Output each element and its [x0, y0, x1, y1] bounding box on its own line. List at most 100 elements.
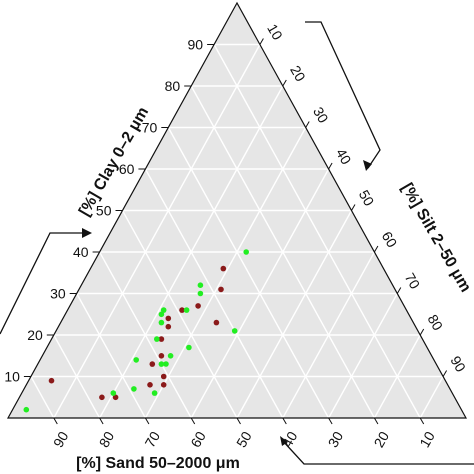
data-point-series-1: [160, 373, 167, 380]
data-point-series-1: [158, 336, 165, 342]
silt-arrow-head: [363, 160, 372, 171]
data-point-series-2: [163, 361, 169, 367]
grid-line-sand: [53, 334, 101, 419]
grid-line-silt: [327, 293, 398, 419]
silt-tick-mark: [305, 121, 310, 128]
data-point-series-1: [165, 323, 172, 330]
sand-tick-label: 30: [325, 428, 347, 450]
sand-tick-label: 80: [96, 428, 118, 450]
grid-line-silt: [144, 127, 307, 419]
data-point-series-1: [218, 286, 224, 293]
data-point-series-2: [243, 249, 249, 255]
silt-tick-mark: [442, 370, 448, 377]
data-point-series-2: [183, 307, 190, 313]
sand-direction-arrow: [281, 439, 474, 465]
sand-tick-label: 60: [187, 428, 209, 450]
sand-tick-mark: [236, 417, 241, 425]
data-point-series-2: [133, 357, 139, 363]
silt-tick-mark: [373, 245, 379, 253]
data-point-series-1: [160, 382, 167, 388]
data-point-series-1: [158, 353, 165, 359]
data-point-series-2: [158, 311, 165, 318]
data-point-series-1: [220, 265, 227, 272]
grid-line-sand: [121, 210, 238, 419]
data-point-series-2: [160, 307, 167, 313]
clay-arrow-head: [82, 228, 92, 238]
silt-tick-label: 80: [425, 312, 447, 334]
clay-axis-ticks: 10 20 30 40 50 60 70 80 90: [4, 37, 215, 385]
sand-axis-title: [%] Sand 50–2000 μm: [76, 455, 240, 472]
clay-tick-label: 70: [142, 120, 158, 136]
silt-tick-label: 50: [356, 187, 378, 209]
clay-tick-label: 20: [27, 327, 43, 343]
clay-tick-label: 90: [188, 37, 204, 53]
grid-line-sand: [213, 44, 421, 419]
silt-tick-mark: [351, 204, 356, 211]
data-point-series-2: [23, 406, 30, 413]
silt-direction-arrow: [305, 21, 381, 169]
grid-line-sand: [30, 376, 55, 419]
sand-arrow-head: [280, 436, 288, 446]
silt-tick-mark: [259, 38, 264, 45]
silt-tick-label: 60: [379, 229, 401, 251]
data-point-series-2: [186, 344, 192, 351]
data-point-series-2: [231, 328, 238, 334]
data-point-series-1: [165, 315, 172, 322]
grid-line-sand: [167, 127, 330, 419]
sand-tick-mark: [328, 417, 333, 425]
grid-line-silt: [419, 376, 444, 419]
grid-line-silt: [53, 44, 261, 419]
data-point-series-2: [197, 282, 204, 289]
data-point-series-2: [110, 390, 117, 396]
data-point-series-1: [112, 394, 119, 401]
clay-direction-arrow: [0, 232, 90, 335]
grid-line-silt: [282, 251, 376, 419]
sand-tick-label: 70: [141, 428, 163, 450]
silt-tick-label: 20: [287, 63, 309, 85]
sand-axis-ticks: 90 80 70 60 50 40 30 20 10: [50, 417, 438, 450]
silt-tick-label: 70: [402, 270, 424, 292]
sand-tick-label: 90: [50, 428, 72, 450]
silt-tick-mark: [419, 328, 425, 336]
grid-line-silt: [373, 334, 421, 419]
silt-tick-mark: [396, 287, 402, 294]
clay-tick-label: 50: [96, 203, 112, 219]
sand-tick-mark: [419, 417, 425, 425]
clay-tick-label: 10: [4, 369, 20, 385]
gridlines: [30, 43, 444, 419]
silt-tick-label: 30: [310, 104, 332, 126]
data-point-series-1: [147, 382, 153, 388]
data-point-series-2: [151, 390, 158, 396]
data-point-series-2: [158, 319, 165, 326]
silt-tick-label: 10: [264, 21, 286, 43]
data-point-series-2: [167, 353, 174, 359]
sand-tick-label: 40: [279, 428, 301, 450]
data-point-series-1: [99, 394, 105, 401]
sand-tick-label: 50: [233, 428, 255, 450]
silt-tick-mark: [282, 79, 287, 87]
data-point-series-1: [48, 377, 55, 384]
silt-tick-label: 40: [333, 146, 355, 168]
sand-tick-mark: [190, 417, 196, 425]
clay-tick-label: 80: [165, 78, 181, 94]
sand-tick-label: 10: [416, 428, 438, 450]
grid-line-silt: [236, 210, 353, 419]
grid-line-sand: [76, 293, 147, 419]
sand-tick-mark: [99, 417, 104, 425]
sand-tick-mark: [282, 417, 287, 425]
data-point-series-2: [131, 386, 137, 392]
data-point-series-1: [213, 319, 220, 326]
data-point-series-1: [149, 361, 156, 367]
grid-line-sand: [98, 251, 192, 419]
axis-direction-arrows: [0, 21, 474, 465]
data-point-series-2: [158, 361, 165, 367]
clay-tick-label: 60: [119, 161, 135, 177]
clay-tick-label: 40: [73, 244, 89, 260]
sand-tick-mark: [373, 417, 379, 425]
data-point-series-1: [179, 307, 185, 313]
data-point-series-2: [154, 336, 160, 342]
silt-tick-label: 90: [447, 353, 469, 375]
data-points: [23, 249, 249, 413]
